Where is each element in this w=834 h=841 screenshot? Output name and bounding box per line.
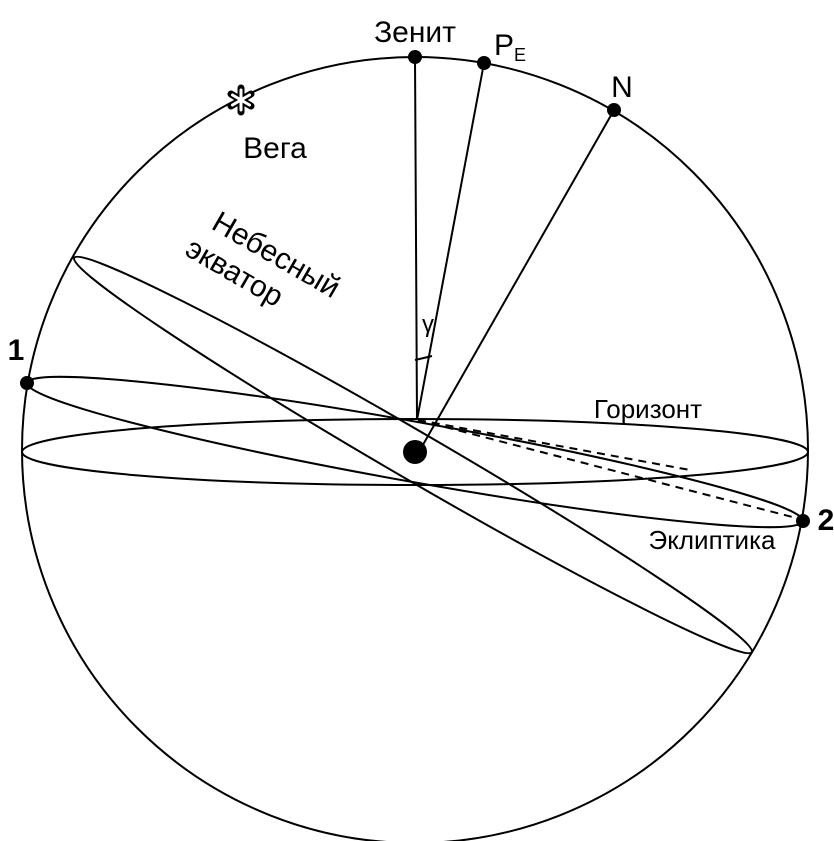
point-1-dot bbox=[20, 376, 34, 390]
zenith-line bbox=[414, 56, 418, 421]
vega-label: Вега bbox=[243, 132, 307, 165]
equator-label: Небесный экватор bbox=[180, 205, 346, 313]
dashed-line bbox=[417, 419, 691, 471]
point-1-label: 1 bbox=[8, 334, 25, 367]
zenith-dot bbox=[408, 50, 422, 64]
north-dot bbox=[607, 103, 621, 117]
pole-subscript: E bbox=[514, 45, 526, 65]
horizon-label: Горизонт bbox=[594, 394, 702, 424]
gamma-arc bbox=[414, 355, 433, 361]
vega-star-inner bbox=[231, 88, 251, 112]
pole-line bbox=[416, 62, 485, 421]
pole-label: PE bbox=[494, 29, 526, 65]
pole-text: P bbox=[494, 29, 514, 62]
equator-circle bbox=[72, 255, 754, 655]
zenith-label: Зенит bbox=[374, 16, 456, 49]
point-2-label: 2 bbox=[818, 504, 834, 537]
gamma-label: γ bbox=[422, 311, 434, 338]
point-2-dot bbox=[796, 514, 810, 528]
north-line bbox=[419, 109, 615, 451]
ecliptic-label: Эклиптика bbox=[649, 525, 777, 555]
north-label: N bbox=[611, 71, 633, 104]
dashed-line bbox=[417, 419, 801, 520]
pole-dot bbox=[477, 56, 491, 70]
center-dot bbox=[403, 440, 427, 464]
